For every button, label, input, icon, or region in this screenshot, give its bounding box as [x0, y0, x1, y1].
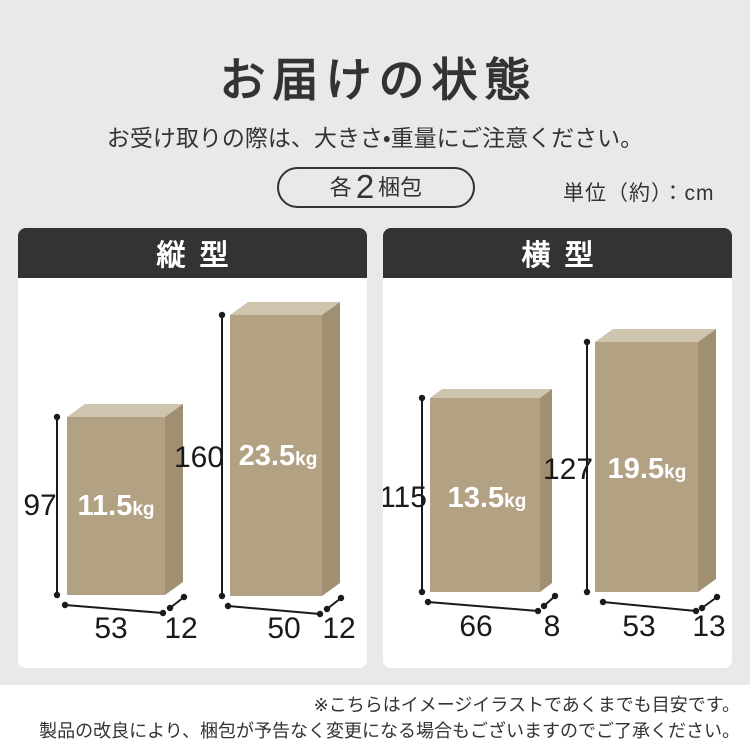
vertical-packages-illustration: 11.5kg 97 53 12	[23, 302, 356, 645]
badge-prefix: 各	[329, 174, 352, 200]
package-box-wide: 13.5kg 115 66 8	[383, 389, 560, 643]
dimension-dot	[53, 413, 61, 421]
page-title: お届けの状態	[219, 54, 538, 106]
dimension-dot	[599, 598, 607, 606]
disclaimer: ※こちらはイメージイラストであくまでも目安です。 製品の改良により、梱包が予告な…	[0, 685, 750, 750]
box-side-face	[165, 404, 183, 595]
box-side-face	[540, 389, 552, 592]
package-count-badge: 各 2 梱包	[277, 167, 475, 208]
dimension-dot	[61, 601, 69, 609]
dimension-dot	[180, 593, 188, 601]
width-label: 53	[94, 612, 127, 645]
dimension-dot	[323, 605, 331, 613]
page-subtitle: お受け取りの際は、大きさ・重量にご注意ください。	[106, 125, 644, 151]
horizontal-packages-illustration: 13.5kg 115 66 8	[383, 329, 726, 643]
panel-horizontal-body: 13.5kg 115 66 8	[383, 278, 732, 668]
dimension-dot	[159, 609, 167, 617]
package-box-tall: 19.5kg 127 53 13	[543, 329, 726, 643]
width-dimension-line	[227, 605, 321, 615]
dimension-dot	[551, 592, 559, 600]
box-front-face	[67, 417, 165, 595]
panel-vertical-type: 縦型 11.5kg 97 53	[18, 228, 367, 668]
dimension-dot	[218, 311, 226, 319]
panel-horizontal-type: 横型 13.5kg 115 66	[383, 228, 732, 668]
dimension-dot	[337, 594, 345, 602]
dimension-dot	[583, 588, 591, 596]
dimension-dot	[424, 598, 432, 606]
width-dimension-line	[64, 604, 164, 614]
weight-label: 23.5kg	[239, 440, 318, 472]
panel-vertical-title: 縦型	[18, 228, 367, 278]
panel-horizontal-title: 横型	[383, 228, 732, 278]
dimension-dot	[218, 592, 226, 600]
weight-unit: kg	[504, 491, 526, 512]
width-label: 50	[267, 612, 300, 645]
dimension-dot	[224, 602, 232, 610]
dimension-dot	[583, 338, 591, 346]
package-box-small: 11.5kg 97 53 12	[23, 404, 198, 645]
unit-note: 単位（約）：cm	[563, 182, 715, 205]
box-front-face	[430, 398, 540, 592]
dimension-dot	[534, 607, 542, 615]
dimension-dot	[418, 588, 426, 596]
depth-label: 8	[544, 610, 561, 643]
panel-vertical-body: 11.5kg 97 53 12	[18, 278, 367, 668]
height-label: 115	[383, 481, 427, 514]
width-dimension-line	[602, 601, 697, 612]
depth-label: 12	[164, 612, 197, 645]
height-label: 127	[543, 453, 593, 486]
dimension-dot	[540, 602, 548, 610]
package-box-tall: 23.5kg 160 50 12	[174, 302, 356, 645]
weight-value: 19.5	[608, 453, 664, 485]
height-label: 97	[23, 489, 56, 522]
box-top-face	[67, 404, 183, 417]
weight-value: 23.5	[239, 440, 295, 472]
dimension-dot	[53, 591, 61, 599]
weight-unit: kg	[664, 462, 686, 483]
badge-suffix: 梱包	[378, 174, 423, 200]
width-label: 66	[459, 610, 492, 643]
dimension-dot	[713, 593, 721, 601]
box-top-face	[230, 302, 340, 315]
badge-count: 2	[355, 168, 375, 205]
disclaimer-line-1: ※こちらはイメージイラストであくまでも目安です。	[313, 695, 740, 715]
height-label: 160	[174, 441, 224, 474]
box-side-face	[322, 302, 340, 596]
depth-label: 12	[322, 612, 355, 645]
depth-label: 13	[692, 610, 725, 643]
weight-label: 19.5kg	[608, 453, 687, 485]
weight-label: 11.5kg	[77, 490, 154, 522]
width-dimension-line	[427, 601, 539, 612]
weight-value: 13.5	[448, 482, 504, 514]
box-top-face	[595, 329, 716, 342]
dimension-dot	[316, 610, 324, 618]
dimension-dot	[698, 604, 706, 612]
box-side-face	[698, 329, 716, 592]
disclaimer-line-2: 製品の改良により、梱包が予告なく変更になる場合もございますのでご了承ください。	[39, 721, 740, 741]
box-front-face	[595, 342, 698, 592]
width-label: 53	[622, 610, 655, 643]
weight-unit: kg	[295, 449, 317, 470]
weight-label: 13.5kg	[448, 482, 527, 514]
dimension-dot	[166, 604, 174, 612]
box-front-face	[230, 315, 322, 596]
dimension-dot	[692, 607, 700, 615]
weight-unit: kg	[132, 499, 154, 520]
box-top-face	[430, 389, 552, 398]
weight-value: 11.5	[77, 490, 132, 522]
dimension-dot	[418, 394, 426, 402]
